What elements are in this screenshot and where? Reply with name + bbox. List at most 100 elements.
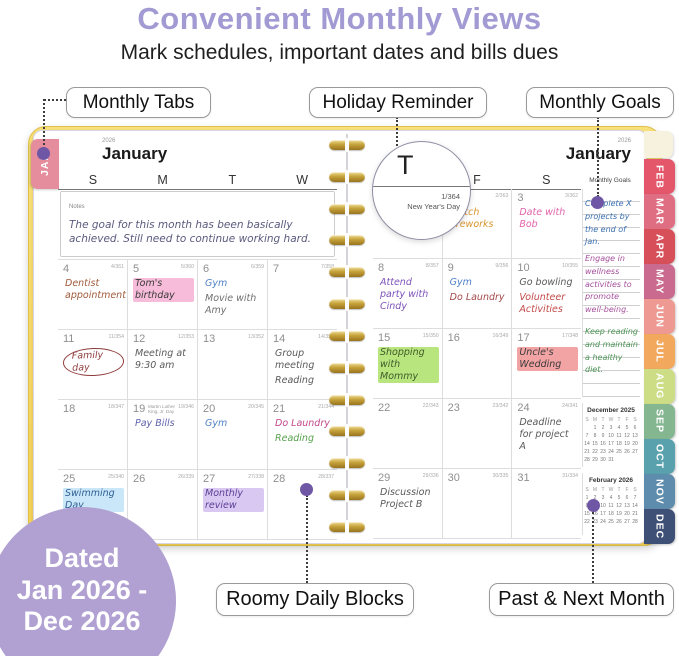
tab-jun[interactable]: JUN <box>644 299 675 334</box>
day-cell[interactable]: 9 9/356 Gym Do Laundry <box>443 259 513 328</box>
mini-day: 21 <box>632 511 638 517</box>
tab-aug[interactable]: AUG <box>644 369 675 404</box>
day-cell[interactable]: 14 14/351 Group meeting Reading <box>268 330 337 399</box>
mini-weekday: W <box>608 487 614 493</box>
day-of-year: 22/343 <box>422 403 439 409</box>
tab-jul[interactable]: JUL <box>644 334 675 369</box>
day-cell[interactable]: 13 13/352 <box>198 330 268 399</box>
day-number: 27 <box>203 473 216 485</box>
weekday-header: S <box>88 173 98 187</box>
day-number: 7 <box>273 263 280 275</box>
day-number: 28 <box>273 473 286 485</box>
mini-day: 10 <box>600 503 606 509</box>
day-entries: Meeting at 9:30 am <box>128 348 197 375</box>
day-cell[interactable]: 11 11/354 Family day <box>58 330 128 399</box>
mini-day: 22 <box>592 449 598 455</box>
day-cell[interactable]: 24 24/341 Deadline for project A <box>512 399 581 468</box>
spiral-ring-icon <box>329 360 365 375</box>
mini-weekday: F <box>625 487 629 493</box>
day-of-year: 6/359 <box>251 264 264 270</box>
day-cell[interactable]: 7 7/358 <box>268 260 337 329</box>
mini-day: 15 <box>584 511 590 517</box>
mini-day: 1 <box>585 495 589 501</box>
day-of-year: 24/341 <box>562 403 579 409</box>
mini-day: 3 <box>601 495 605 501</box>
day-number: 9 <box>447 262 454 274</box>
leader-line <box>44 99 66 101</box>
day-cell[interactable]: 22 22/343 <box>373 399 443 468</box>
day-entry: Group meeting <box>275 348 315 371</box>
mini-calendar-title: December 2025 <box>587 407 635 414</box>
day-cell[interactable]: 17 17/348 Uncle's Wedding <box>512 329 581 398</box>
goal-entry: Keep reading and maintain a healthy diet… <box>585 327 638 375</box>
tab-mar[interactable]: MAR <box>644 194 675 229</box>
day-entries: Group meeting Reading <box>268 348 337 390</box>
week-row: 25 25/340 Swimming Day 26 26/339 27 27/338 Mont… <box>58 469 337 539</box>
goals-lines[interactable]: Complete X projects by the end of Jan. En… <box>582 189 640 397</box>
day-entries: Gym Movie with Amy <box>198 278 267 320</box>
day-cell[interactable]: 19 19/346 Martin Luther King, Jr. Day Pay B… <box>128 400 198 469</box>
mini-day: 24 <box>600 519 606 525</box>
day-number: 18 <box>63 403 76 415</box>
mini-day: 7 <box>633 495 637 501</box>
mini-day: 23 <box>600 449 606 455</box>
day-cell[interactable]: 26 26/339 <box>128 470 198 539</box>
day-cell[interactable]: 27 27/338 Monthly review <box>198 470 268 539</box>
day-cell[interactable]: 15 15/350 Shopping with Mommy <box>373 329 443 398</box>
mini-day: 28 <box>584 457 590 463</box>
day-of-year: 7/358 <box>321 264 334 270</box>
day-cell[interactable]: 4 4/361 Dentist appointment <box>58 260 128 329</box>
day-of-year: 14/351 <box>318 334 334 340</box>
tab-dec[interactable]: DEC <box>644 509 675 544</box>
mini-day: 18 <box>616 441 622 447</box>
tab-sep[interactable]: SEP <box>644 404 675 439</box>
notes-box[interactable]: Notes The goal for this month has been b… <box>60 191 335 257</box>
day-number: 8 <box>378 262 385 274</box>
tab-may[interactable]: MAY <box>644 264 675 299</box>
badge-line: Jan 2026 - <box>16 574 148 605</box>
mini-day: 2 <box>593 495 597 501</box>
day-of-year: 8/357 <box>425 263 439 269</box>
day-entry: Swimming Day <box>63 488 124 512</box>
day-number: 25 <box>63 473 76 485</box>
mini-day: 27 <box>624 519 630 525</box>
mini-day: 17 <box>600 511 606 517</box>
day-cell[interactable]: 21 21/344 Do Laundry Reading <box>268 400 337 469</box>
day-cell[interactable]: 5 5/360 Tom's birthday <box>128 260 198 329</box>
day-cell[interactable]: 25 25/340 Swimming Day <box>58 470 128 539</box>
day-cell[interactable]: 23 23/342 <box>443 399 513 468</box>
tab-apr[interactable]: APR <box>644 229 675 264</box>
day-cell[interactable]: 29 29/336 Discussion Project B <box>373 469 443 538</box>
day-cell[interactable]: 10 10/355 Go bowling Volunteer Activities <box>512 259 581 328</box>
day-entries: Attend party with Cindy <box>373 277 442 316</box>
day-entry: Pay Bills <box>135 418 175 429</box>
day-cell[interactable]: 8 8/357 Attend party with Cindy <box>373 259 443 328</box>
tab-feb[interactable]: FEB <box>644 159 675 194</box>
goal-entry: Engage in wellness activities to promote… <box>585 254 632 315</box>
day-cell[interactable]: 31 31/334 <box>512 469 581 538</box>
left-page-month: January <box>102 144 168 163</box>
tab-nov[interactable]: NOV <box>644 474 675 509</box>
mini-day <box>583 424 591 432</box>
day-cell[interactable]: 6 6/359 Gym Movie with Amy <box>198 260 268 329</box>
day-cell[interactable]: 16 16/349 <box>443 329 513 398</box>
day-cell[interactable]: 3 3/362 Date with Bob <box>512 189 581 258</box>
spiral-ring-icon <box>329 233 365 248</box>
mini-day: 20 <box>624 511 630 517</box>
day-of-year: 15/350 <box>422 333 439 339</box>
notes-label: Notes <box>69 204 85 210</box>
tab-oct[interactable]: OCT <box>644 439 675 474</box>
week-row: 18 18/347 19 19/346 Martin Luther King, Jr. … <box>58 399 337 469</box>
day-of-year: 9/356 <box>495 263 509 269</box>
mini-day: 6 <box>633 425 637 431</box>
day-cell[interactable]: 18 18/347 <box>58 400 128 469</box>
day-cell[interactable]: 28 28/337 <box>268 470 337 539</box>
day-cell[interactable]: 20 20/345 Gym <box>198 400 268 469</box>
day-cell[interactable]: 12 12/353 Meeting at 9:30 am <box>128 330 198 399</box>
leader-line <box>597 117 599 197</box>
day-cell[interactable]: 30 30/335 <box>443 469 513 538</box>
day-entries: Dentist appointment <box>58 278 127 305</box>
day-entry: Dentist appointment <box>65 278 126 301</box>
